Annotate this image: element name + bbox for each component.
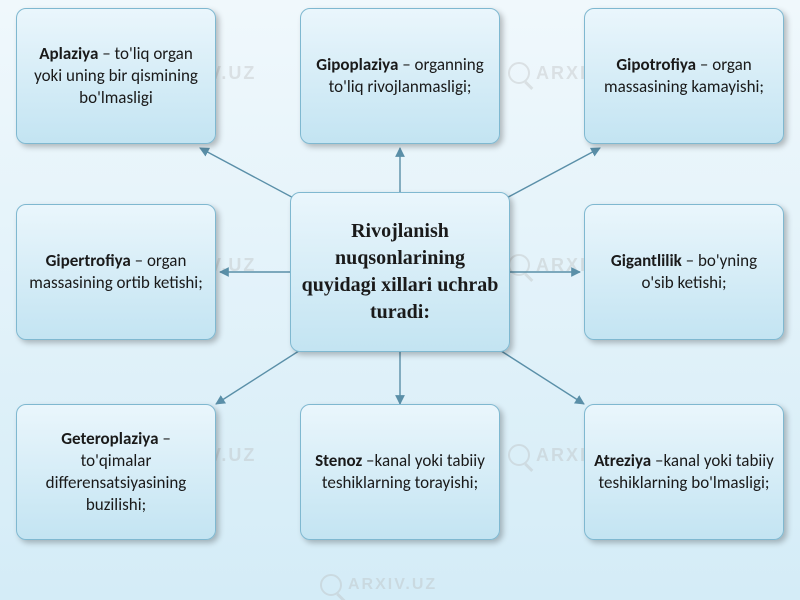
node-gigantlilik: Gigantlilik – bo'yning o'sib ketishi; [584, 204, 784, 340]
term: Stenoz [315, 450, 362, 471]
term: Gipoplaziya [316, 54, 398, 75]
node-gipotrofiya: Gipotrofiya – organ massasining kamayish… [584, 8, 784, 144]
term: Gigantlilik [611, 250, 682, 271]
center-text: Rivojlanish nuqsonlarining quyidagi xill… [299, 218, 501, 326]
node-aplaziya: Aplaziya – to'liq organ yoki uning bir q… [16, 8, 216, 144]
node-atreziya: Atreziya –kanal yoki tabiiy teshiklarnin… [584, 404, 784, 540]
node-gipertrofiya: Gipertrofiya – organ massasining ortib k… [16, 204, 216, 340]
term: Gipotrofiya [616, 54, 696, 75]
node-gipoplaziya: Gipoplaziya – organning to'liq rivojlanm… [300, 8, 500, 144]
center-node: Rivojlanish nuqsonlarining quyidagi xill… [290, 192, 510, 352]
node-stenoz: Stenoz –kanal yoki tabiiy teshiklarning … [300, 404, 500, 540]
term: Atreziya [594, 450, 651, 471]
node-geteroplaziya: Geteroplaziya – to'qimalar differensatsi… [16, 404, 216, 540]
term: Geteroplaziya [61, 428, 158, 449]
term: Gipertrofiya [46, 250, 131, 271]
term: Aplaziya [39, 43, 98, 64]
